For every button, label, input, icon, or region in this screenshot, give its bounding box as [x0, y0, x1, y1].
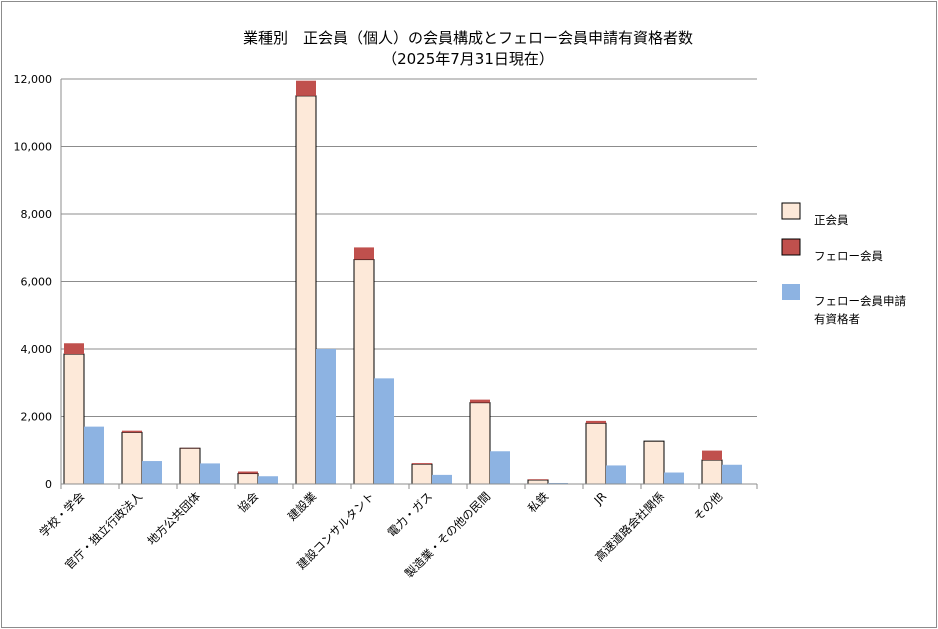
legend-label: 有資格者 [814, 312, 860, 326]
bar-fellow-member [586, 420, 606, 424]
bar-regular-member [527, 479, 549, 485]
axes [60, 79, 758, 489]
bar-regular-member [469, 402, 491, 485]
bars [63, 80, 742, 485]
x-category-label: 私鉄 [525, 489, 552, 516]
y-tick-label: 10,000 [14, 141, 53, 154]
x-category-label: 地方公共団体 [144, 489, 203, 548]
x-category-label: 協会 [235, 489, 262, 516]
y-tick-label: 0 [45, 478, 52, 491]
legend-swatch [781, 238, 801, 256]
legend-label: フェロー会員 [814, 249, 883, 263]
y-tick-label: 4,000 [21, 343, 53, 356]
y-tick-label: 8,000 [21, 208, 53, 221]
gridlines [61, 78, 757, 417]
bar-fellow-member [470, 399, 490, 403]
chart-subtitle: （2025年7月31日現在） [382, 50, 554, 68]
bar-fellow-eligible [374, 378, 394, 484]
bar-fellow-member [412, 463, 432, 465]
bar-fellow-eligible [548, 482, 568, 484]
bar-regular-member [411, 463, 433, 485]
bar-fellow-member [122, 430, 142, 433]
legend-swatch [781, 202, 801, 220]
chart-title: 業種別 正会員（個人）の会員構成とフェロー会員申請有資格者数 [243, 29, 693, 47]
legend-swatch [782, 284, 800, 300]
y-tick-labels: 0 2,000 4,000 6,000 8,000 10,000 12,000 [14, 73, 53, 491]
bar-fellow-eligible [84, 426, 104, 484]
x-category-label: その他 [691, 489, 726, 524]
bar-fellow-member [238, 471, 258, 474]
bar-fellow-eligible [664, 472, 684, 484]
bar-fellow-member [528, 479, 548, 480]
y-tick-label: 6,000 [21, 276, 53, 289]
y-tick-label: 12,000 [14, 73, 53, 86]
x-category-label: 学校・学会 [37, 489, 88, 540]
bar-regular-member [643, 440, 665, 485]
bar-fellow-member [354, 247, 374, 260]
bar-regular-member [121, 431, 143, 485]
bar-fellow-eligible [722, 464, 742, 484]
bar-fellow-member [296, 80, 316, 96]
bar-regular-member [237, 473, 259, 485]
bar-fellow-eligible [432, 474, 452, 484]
x-category-label: JR [590, 489, 609, 508]
bar-fellow-member [702, 450, 722, 461]
bar-fellow-eligible [490, 451, 510, 484]
bar-fellow-eligible [606, 465, 626, 484]
bar-regular-member [179, 447, 201, 485]
bar-regular-member [585, 422, 607, 485]
bar-regular-member [63, 353, 85, 485]
y-tick-label: 2,000 [21, 411, 53, 424]
legend-label: 正会員 [814, 213, 849, 227]
bar-fellow-eligible [258, 476, 278, 484]
bar-regular-member [701, 459, 723, 485]
bar-fellow-member [64, 343, 84, 355]
bar-regular-member [353, 259, 375, 485]
bar-fellow-eligible [142, 461, 162, 484]
x-category-label: 電力・ガス [385, 489, 436, 540]
bar-fellow-eligible [200, 463, 220, 484]
x-category-label: 建設業 [285, 489, 320, 524]
bar-regular-member [295, 95, 317, 485]
bar-fellow-eligible [316, 349, 336, 484]
legend-label: フェロー会員申請 [814, 294, 906, 308]
